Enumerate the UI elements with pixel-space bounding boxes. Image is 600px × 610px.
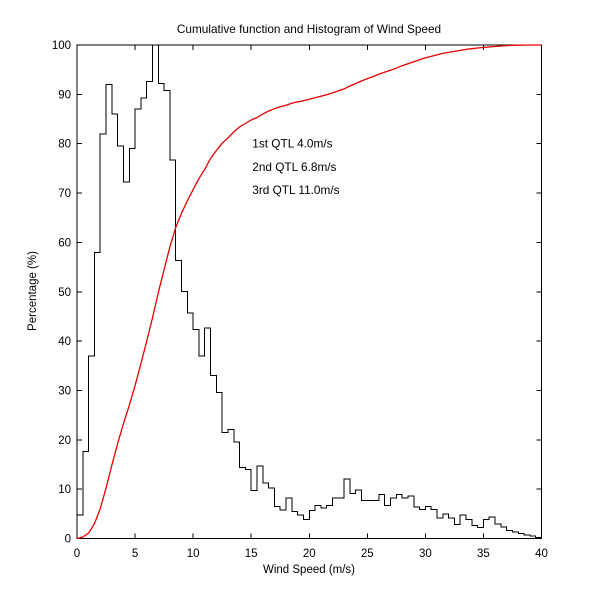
axis-tick-labels: 0 5 10 15 20 25 30 35 40 0 10 20 30 40 50 60 70 80 90 100 [52,40,548,560]
y-axis-label: Percentage (%) [27,251,39,331]
cumulative-curve [76,44,542,540]
x-tick-label: 35 [477,548,490,560]
annotation-third-quartile: 3rd QTL 11.0m/s [252,183,339,197]
annotation-second-quartile: 2nd QTL 6.8m/s [252,160,336,174]
x-tick-label: 5 [132,548,138,560]
y-tick-label: 80 [58,139,71,151]
cumulative-series [76,44,542,540]
x-tick-label: 10 [187,548,200,560]
y-tick-label: 70 [58,188,71,200]
y-tick-label: 0 [65,534,71,546]
histogram-series [76,44,542,539]
x-tick-label: 25 [361,548,374,560]
histogram-staircase [76,44,542,539]
y-tick-label: 20 [58,435,71,447]
axis-ticks [76,44,542,539]
x-tick-label: 40 [535,548,548,560]
annotation-first-quartile: 1st QTL 4.0m/s [252,137,332,151]
y-tick-label: 30 [58,385,71,397]
x-tick-label: 20 [303,548,316,560]
y-tick-label: 100 [52,40,71,52]
x-axis-label: Wind Speed (m/s) [263,564,355,576]
plot-border [76,44,542,539]
chart-title: Cumulative function and Histogram of Win… [177,22,441,36]
y-tick-label: 90 [58,89,71,101]
plot-box [76,44,542,539]
y-tick-label: 50 [58,287,71,299]
y-tick-label: 40 [58,336,71,348]
y-tick-label: 10 [58,484,71,496]
x-tick-label: 30 [419,548,432,560]
y-tick-label: 60 [58,237,71,249]
x-tick-label: 0 [74,548,80,560]
x-tick-label: 15 [245,548,258,560]
